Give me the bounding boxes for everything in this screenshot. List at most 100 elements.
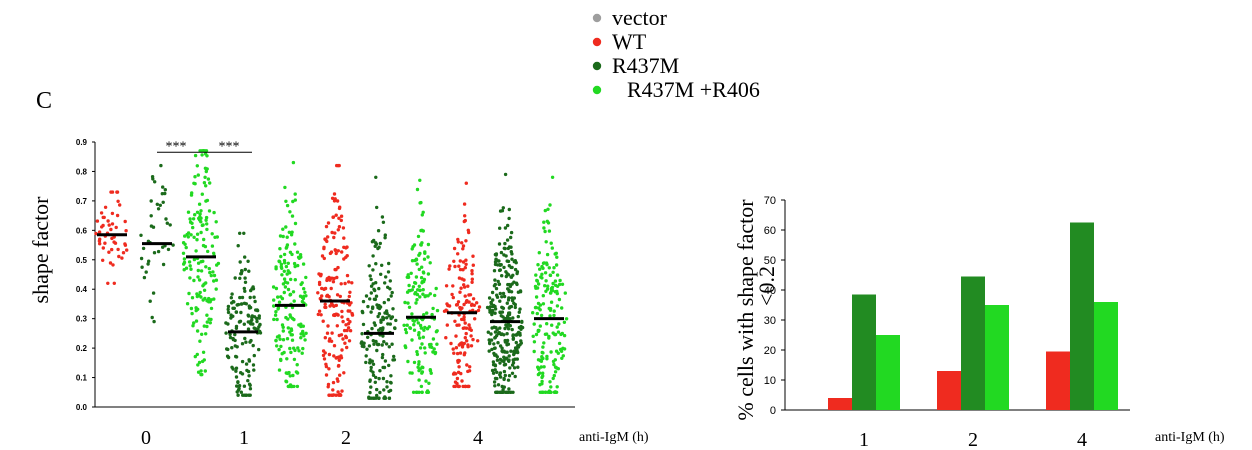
- scatter-point: [367, 344, 372, 348]
- scatter-point: [416, 321, 420, 325]
- scatter-point: [538, 383, 542, 387]
- scatter-point: [255, 319, 259, 324]
- scatter-point: [486, 330, 490, 334]
- legend-item-0: vector: [592, 5, 668, 30]
- scatter-point: [274, 310, 278, 314]
- scatter-point: [150, 175, 155, 179]
- scatter-point: [116, 247, 120, 252]
- scatter-point: [292, 261, 297, 266]
- scatter-point: [406, 273, 410, 277]
- scatter-point: [287, 230, 291, 234]
- scatter-point: [252, 315, 257, 319]
- scatter-point: [346, 322, 351, 326]
- scatter-point: [532, 322, 536, 326]
- scatter-point: [516, 365, 520, 369]
- scatter-point: [288, 210, 292, 214]
- scatter-point: [109, 190, 113, 194]
- scatter-point: [281, 227, 285, 231]
- scatter-point: [328, 337, 332, 341]
- scatter-point: [279, 262, 284, 266]
- scatter-point: [456, 300, 461, 304]
- scatter-point: [204, 184, 208, 188]
- scatter-point: [317, 309, 322, 313]
- scatter-point: [468, 365, 472, 369]
- scatter-point: [375, 387, 379, 392]
- scatter-point: [497, 282, 502, 286]
- scatter-point: [182, 262, 186, 266]
- scatter-point: [500, 274, 504, 278]
- scatter-point: [243, 280, 248, 284]
- scatter-point: [278, 247, 282, 251]
- scatter-point: [209, 306, 214, 311]
- scatter-point: [512, 366, 517, 370]
- scatter-point: [376, 314, 380, 319]
- scatter-point: [408, 371, 412, 375]
- scatter-point: [338, 294, 342, 299]
- scatter-point: [496, 331, 501, 336]
- scatter-point: [330, 331, 334, 335]
- scatter-point: [196, 307, 200, 311]
- scatter-point: [557, 341, 562, 346]
- scatter-point: [382, 388, 386, 392]
- scatter-point: [292, 357, 297, 362]
- scatter-point: [392, 358, 397, 362]
- bar-2-WT: [937, 371, 961, 410]
- scatter-point: [239, 371, 243, 375]
- scatter-point: [410, 247, 414, 251]
- scatter-point: [488, 305, 493, 309]
- scatter-point: [535, 311, 539, 316]
- scatter-point: [493, 346, 497, 350]
- scatter-point: [546, 390, 550, 394]
- scatter-point: [186, 235, 190, 239]
- scatter-point: [166, 247, 171, 252]
- scatter-point: [375, 348, 379, 353]
- scatter-point: [289, 384, 293, 389]
- scatter-point: [188, 276, 192, 280]
- scatter-point: [464, 181, 468, 185]
- scatter-point: [278, 234, 283, 238]
- scatter-point: [541, 345, 545, 349]
- scatter-point: [495, 370, 499, 374]
- scatter-point: [453, 384, 458, 389]
- scatter-point: [248, 387, 253, 391]
- scatter-point: [557, 322, 561, 326]
- scatter-point: [546, 284, 550, 288]
- bar-y-tick-label: 70: [764, 195, 776, 207]
- scatter-point: [457, 343, 461, 347]
- scatter-point: [278, 337, 282, 341]
- scatter-point: [394, 318, 398, 323]
- scatter-point: [296, 255, 301, 259]
- scatter-point: [197, 360, 202, 365]
- scatter-point: [389, 294, 393, 298]
- scatter-y-tick-label: 0.9: [76, 138, 88, 147]
- scatter-point: [203, 149, 207, 153]
- scatter-point: [418, 323, 423, 328]
- scatter-point: [229, 313, 233, 317]
- scatter-point: [212, 273, 217, 278]
- scatter-point: [295, 363, 299, 367]
- scatter-point: [541, 294, 545, 298]
- scatter-point: [361, 322, 366, 327]
- scatter-point: [252, 353, 256, 358]
- scatter-point: [327, 295, 331, 299]
- scatter-point: [435, 342, 439, 346]
- scatter-point: [282, 269, 286, 273]
- scatter-point: [465, 363, 469, 367]
- scatter-point: [493, 252, 498, 257]
- scatter-point: [293, 242, 297, 246]
- scatter-point: [509, 230, 514, 235]
- scatter-point: [247, 304, 251, 308]
- scatter-point: [518, 289, 523, 293]
- scatter-point: [532, 349, 536, 354]
- scatter-point: [168, 223, 172, 227]
- scatter-point: [280, 296, 285, 301]
- scatter-point: [280, 273, 284, 277]
- scatter-group-1-WT: [316, 163, 355, 397]
- legend-item-3: R437M +R406: [592, 77, 760, 102]
- scatter-point: [462, 326, 467, 330]
- scatter-point: [506, 378, 511, 382]
- scatter-point: [559, 349, 564, 353]
- scatter-point: [542, 365, 546, 369]
- scatter-point: [493, 282, 497, 287]
- scatter-point: [426, 294, 430, 298]
